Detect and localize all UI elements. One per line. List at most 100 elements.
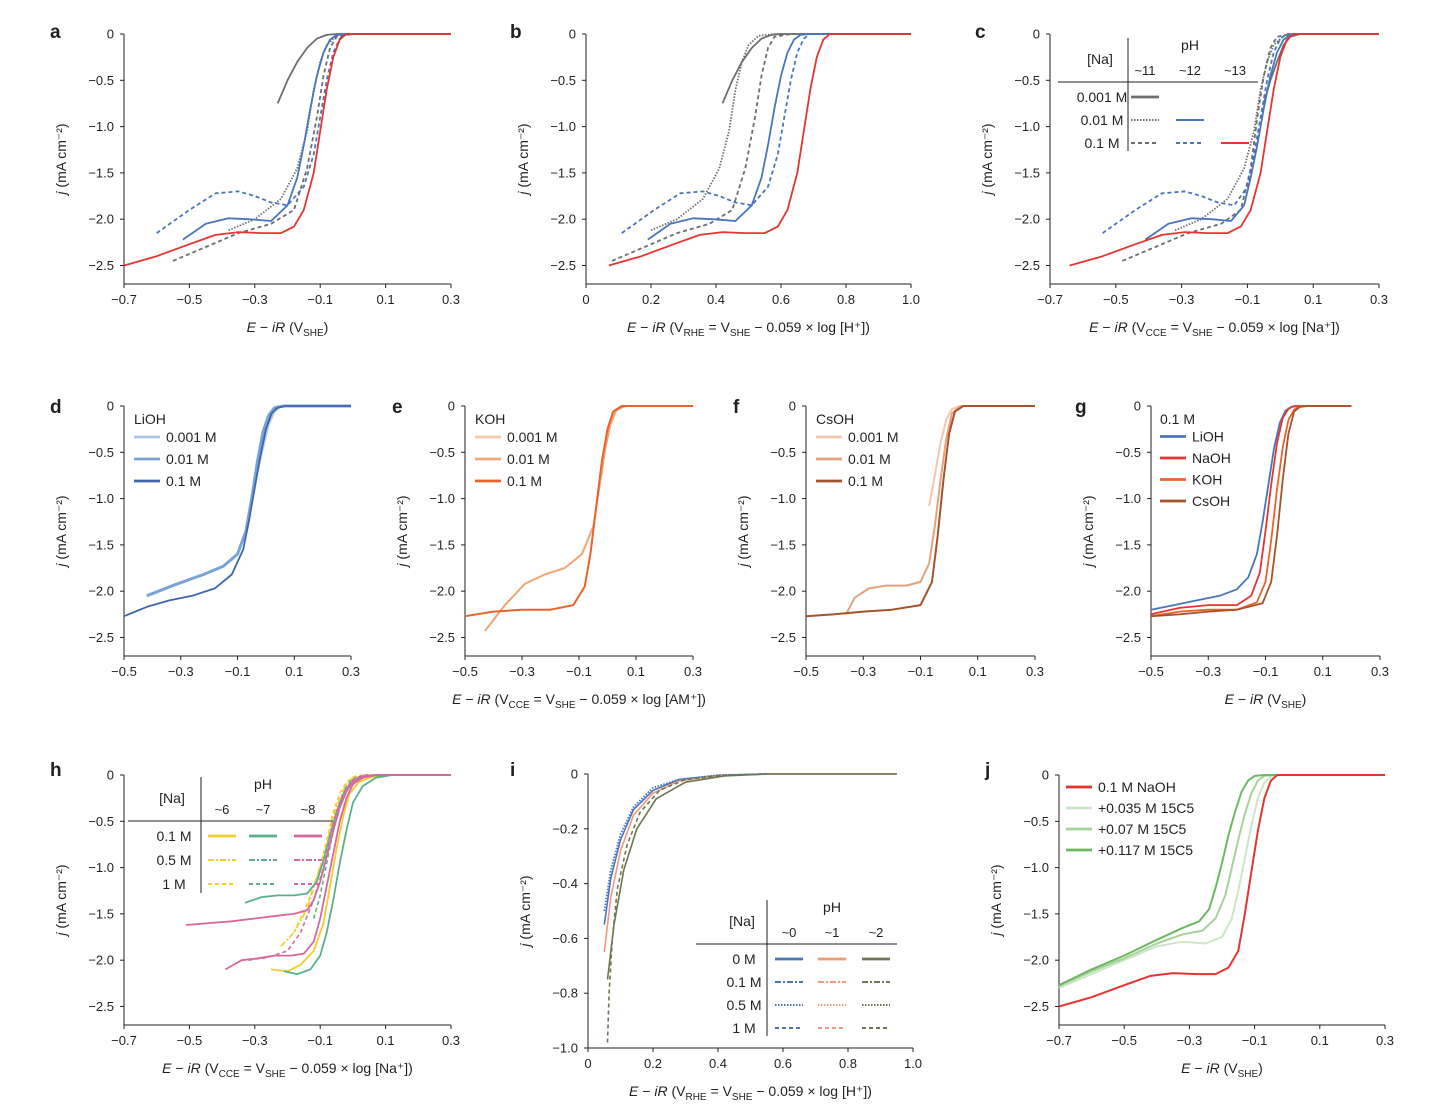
y-tick-label: −2.0: [770, 584, 796, 599]
y-tick-label: −1.5: [429, 537, 455, 552]
x-axis-label-main: E − iR (V: [1181, 1060, 1238, 1076]
y-tick-label: −0.5: [1014, 73, 1040, 88]
panel-label-j: j: [984, 760, 990, 781]
legend-header-na: [Na]: [159, 790, 185, 806]
x-tick-label: −0.5: [111, 664, 137, 679]
x-axis-label-minus: −: [638, 1083, 654, 1099]
y-tick-label: −0.5: [770, 445, 796, 460]
legend-col-0: ~11: [1134, 63, 1155, 78]
legend-row-label: 1 M: [162, 876, 185, 892]
series-line-c-2: [1122, 33, 1379, 262]
x-axis-label-main: E − iR (V: [162, 1060, 219, 1076]
y-axis-label-unit: (mA cm⁻²): [53, 864, 69, 932]
legend-row-label: 0.1 M: [726, 974, 761, 990]
x-axis-label-end: = V: [707, 1083, 733, 1099]
x-tick-label: −0.3: [242, 292, 268, 307]
panel-label-c: c: [975, 22, 986, 43]
legend-c: [Na] pH ~11 ~12 ~13 0.001 M 0.01 M 0.1 M: [1058, 37, 1258, 151]
y-tick-label: −1.5: [88, 537, 114, 552]
x-axis-label-open: (V: [666, 319, 685, 335]
series-line-j-3: [1058, 774, 1385, 1008]
y-tick-label: −2.5: [550, 258, 576, 273]
y-tick-label: −1.5: [1115, 537, 1141, 552]
x-tick-label: −0.1: [307, 292, 333, 307]
y-tick-label: −2.0: [1014, 212, 1040, 227]
x-tick-label: 1.0: [904, 1056, 922, 1071]
x-axis-label-sub: CCE: [219, 1069, 240, 1080]
x-axis-label-minus: −: [636, 319, 652, 335]
x-tick-label: 0.8: [837, 292, 855, 307]
x-axis-label-main: E − iR (V: [247, 319, 304, 335]
x-axis-label-iR: iR: [272, 319, 285, 335]
x-axis-label-main: E − iR (V: [1089, 319, 1146, 335]
series-line-a-0: [276, 33, 451, 104]
x-tick-label: −0.3: [168, 664, 194, 679]
y-axis-label-unit: (mA cm⁻²): [735, 495, 751, 563]
x-axis-label-iR: iR: [654, 1083, 667, 1099]
x-tick-label: 0: [584, 1056, 591, 1071]
x-axis-label-main: E − iR (V: [452, 691, 509, 707]
x-axis-label-sub: RHE: [685, 1092, 706, 1103]
y-tick-label: −1.0: [550, 119, 576, 134]
series-line-c-5: [1069, 33, 1379, 267]
x-axis-label-end2: − 0.059 × log [AM⁺]): [576, 691, 706, 707]
panel-label-e: e: [392, 397, 403, 418]
y-tick-label: −0.5: [88, 814, 114, 829]
legend-col-1: ~12: [1179, 63, 1201, 78]
y-axis-label-unit: (mA cm⁻²): [1080, 495, 1096, 563]
y-axis-label: j (mA cm⁻²): [53, 123, 69, 196]
panel-g: g 0 −0.5 −1.0 −1.5 −2.0 −2.5 −0.5 −0.3 −0.1 0.1 0.3…: [1075, 397, 1389, 711]
x-axis-label-sub: SHE: [303, 328, 324, 339]
y-tick-label: −2.0: [88, 584, 114, 599]
legend-row-label: 0 M: [732, 951, 755, 967]
y-tick-label: 0: [789, 399, 796, 414]
x-tick-label: 0.2: [644, 1056, 662, 1071]
x-axis-label-minus: −: [1191, 1060, 1207, 1076]
x-tick-label: −0.7: [1046, 1033, 1072, 1048]
series-line-h-7: [186, 774, 451, 926]
y-axis-label-symbol: j: [394, 563, 410, 569]
series-line-h-1: [280, 774, 451, 947]
x-tick-label: −0.3: [242, 1033, 268, 1048]
y-axis-label: j (mA cm⁻²): [53, 495, 69, 568]
x-axis-label-E: E: [162, 1060, 172, 1076]
legend-title: KOH: [475, 411, 505, 427]
x-tick-label: 0.3: [1026, 664, 1044, 679]
y-tick-label: −1.5: [1023, 906, 1049, 921]
legend-header-ph: pH: [1181, 37, 1199, 53]
x-tick-label: 0.6: [772, 292, 790, 307]
x-axis-label-E: E: [1225, 691, 1235, 707]
panel-e: e 0 −0.5 −1.0 −1.5 −2.0 −2.5 −0.5 −0.3 −0.1 0.1 0.3…: [392, 397, 706, 711]
y-tick-label: −0.5: [1115, 445, 1141, 460]
y-tick-label: −0.5: [550, 73, 576, 88]
y-axis-label-symbol: j: [979, 191, 995, 197]
x-axis-label-sub: SHE: [1281, 700, 1302, 711]
x-axis-label-sub2: SHE: [730, 328, 751, 339]
legend-row-label: 0.001 M: [1077, 89, 1128, 105]
y-tick-label: 0: [1033, 27, 1040, 42]
legend-entry: NaOH: [1192, 450, 1231, 466]
series-line-i-4: [606, 773, 767, 1043]
panel-label-b: b: [510, 22, 522, 43]
series-line-b-4: [621, 33, 911, 234]
x-axis-label-open: (V: [201, 1060, 220, 1076]
series-line-h-2: [293, 774, 451, 933]
legend-entry: 0.001 M: [507, 429, 558, 445]
series-line-b-2: [611, 33, 911, 262]
x-tick-label: −0.3: [850, 664, 876, 679]
y-axis-label-unit: (mA cm⁻²): [515, 123, 531, 191]
x-tick-label: 0.3: [1371, 664, 1389, 679]
x-axis-label-iR: iR: [187, 1060, 200, 1076]
panel-b: b 0 −0.5 −1.0 −1.5 −2.0 −2.5 0 0.2 0.4 0.6 0.8 1.0 j …: [510, 22, 920, 339]
y-axis-label: j (mA cm⁻²): [515, 123, 531, 196]
y-tick-label: −2.5: [429, 630, 455, 645]
y-tick-label: −1.0: [1014, 119, 1040, 134]
legend-title: CsOH: [816, 411, 854, 427]
x-tick-label: 0.3: [342, 664, 360, 679]
x-axis-label-open: (V: [668, 1083, 687, 1099]
x-axis-label-end2: − 0.059 × log [Na⁺]): [1213, 319, 1340, 335]
y-axis-label-symbol: j: [53, 191, 69, 197]
